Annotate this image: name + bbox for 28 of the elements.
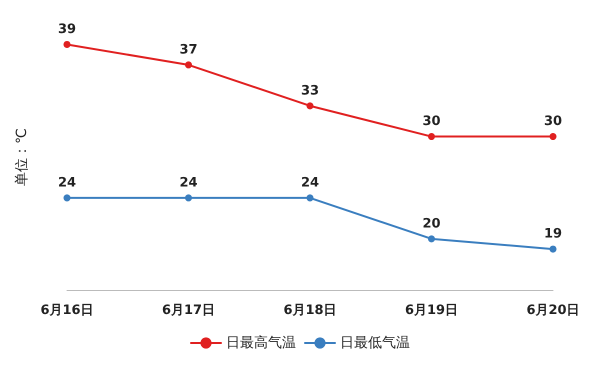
point — [64, 194, 70, 202]
x-tick-label: 6月17日 — [162, 303, 216, 318]
point — [64, 40, 70, 48]
point — [185, 61, 192, 68]
point — [185, 194, 192, 202]
y-axis-title: 单位：℃ — [14, 128, 30, 186]
data-label: 30 — [544, 114, 562, 130]
point — [550, 246, 556, 253]
point — [428, 133, 435, 140]
point — [306, 102, 314, 110]
point — [550, 133, 556, 140]
data-label: 19 — [544, 226, 562, 242]
data-label: 37 — [179, 42, 198, 58]
data-label: 39 — [58, 22, 76, 37]
legend-label: 日最高气温 — [226, 335, 296, 351]
data-label: 30 — [422, 114, 441, 130]
x-tick-label: 6月20日 — [526, 303, 580, 318]
x-tick-label: 6月19日 — [404, 303, 458, 318]
data-label: 20 — [422, 216, 441, 232]
x-tick-label: 6月18日 — [283, 303, 337, 318]
data-label: 24 — [179, 175, 198, 190]
x-tick-label: 6月16日 — [40, 303, 94, 318]
legend-label: 日最低气温 — [340, 335, 410, 351]
point — [306, 194, 314, 202]
point — [428, 235, 435, 242]
data-label: 24 — [300, 175, 320, 190]
data-label: 33 — [300, 83, 320, 98]
data-label: 24 — [58, 175, 76, 190]
